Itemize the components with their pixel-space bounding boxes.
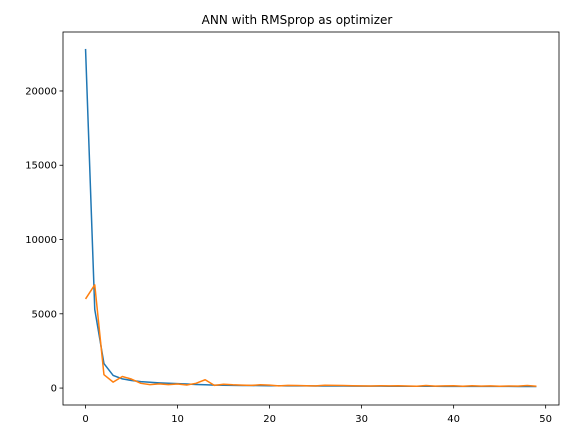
x-axis: 0 10 20 30 40 50 [82, 405, 552, 425]
plot-frame [62, 31, 560, 406]
y-tick-label: 10000 [25, 235, 57, 246]
series-line-1 [84, 48, 537, 388]
x-tick-label: 0 [82, 414, 88, 425]
x-tick-label: 50 [539, 414, 552, 425]
x-tick-label: 20 [263, 414, 276, 425]
x-tick-label: 10 [171, 414, 184, 425]
y-tick-label: 5000 [32, 309, 57, 320]
x-tick-label: 40 [447, 414, 460, 425]
series-lines [84, 48, 537, 388]
series-line-2 [84, 284, 537, 388]
y-axis: 0 5000 10000 15000 20000 [25, 86, 63, 395]
y-tick-label: 20000 [25, 86, 57, 97]
x-tick-label: 30 [355, 414, 368, 425]
y-tick-label: 15000 [25, 161, 57, 172]
chart-title: ANN with RMSprop as optimizer [202, 13, 393, 27]
y-tick-label: 0 [51, 384, 57, 395]
